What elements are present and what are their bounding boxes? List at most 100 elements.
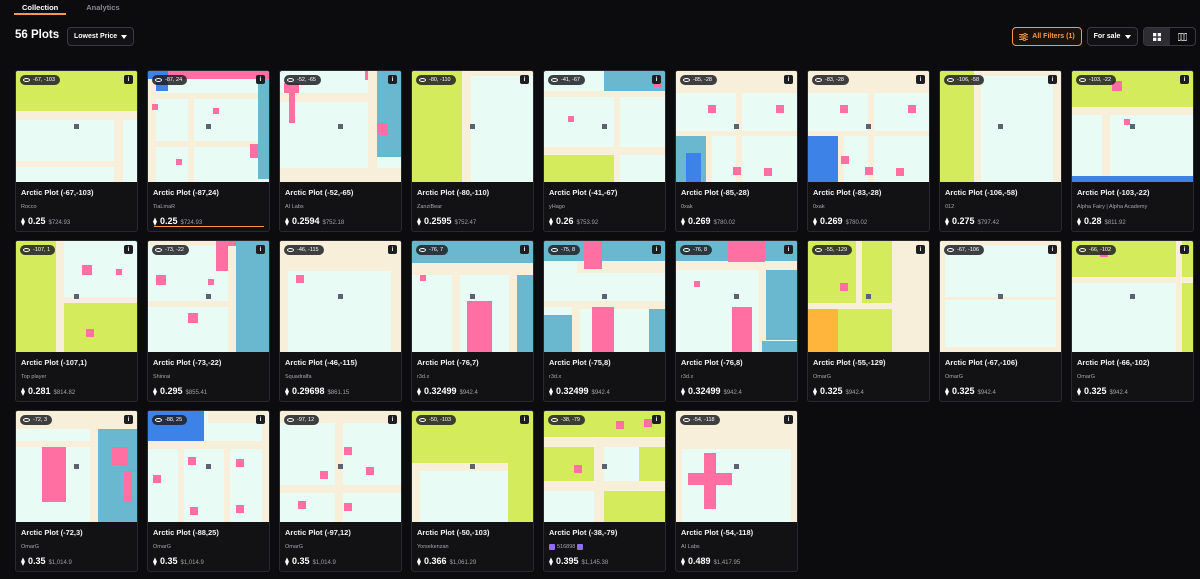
info-icon[interactable]: i bbox=[1180, 75, 1189, 84]
eth-icon: ⧫ bbox=[21, 557, 25, 566]
plot-card[interactable]: -50, -103 i Arctic Plot (-50,-103) Yorseken… bbox=[411, 410, 534, 572]
plot-card[interactable]: -107, 1 i Arctic Plot (-107,1) Top player ⧫ 0… bbox=[15, 240, 138, 402]
plot-card[interactable]: -52, -65 i Arctic Plot (-52,-65) AI Labs ⧫ 0.… bbox=[279, 70, 402, 232]
plot-card[interactable]: -46, -115 i Arctic Plot (-46,-115) Squadral… bbox=[279, 240, 402, 402]
eth-icon: ⧫ bbox=[681, 557, 685, 566]
plot-card[interactable]: -83, -28 i Arctic Plot (-83,-28) 0xak ⧫ 0.269… bbox=[807, 70, 930, 232]
road-tile bbox=[368, 71, 377, 182]
plot-card[interactable]: -67, -103 i Arctic Plot (-67,-103) Rocco ⧫ 0.… bbox=[15, 70, 138, 232]
info-icon[interactable]: i bbox=[124, 245, 133, 254]
plot-card[interactable]: -67, -106 i Arctic Plot (-67,-106) OmarG ⧫ 0.… bbox=[939, 240, 1062, 402]
plot-card[interactable]: -54, -118 i Arctic Plot (-54,-118) AI Labs ⧫… bbox=[675, 410, 798, 572]
info-icon[interactable]: i bbox=[784, 415, 793, 424]
owner-name: OmarG bbox=[1077, 374, 1096, 380]
info-icon[interactable]: i bbox=[1048, 75, 1057, 84]
info-icon[interactable]: i bbox=[1048, 245, 1057, 254]
info-icon[interactable]: i bbox=[388, 75, 397, 84]
price-value: 0.2594 bbox=[291, 216, 320, 226]
water-tile bbox=[544, 315, 572, 352]
house-tile bbox=[1124, 119, 1130, 125]
info-icon[interactable]: i bbox=[388, 415, 397, 424]
info-icon[interactable]: i bbox=[124, 415, 133, 424]
house-tile bbox=[86, 329, 94, 337]
plot-map-image: -41, -67 i bbox=[544, 71, 665, 182]
info-icon[interactable]: i bbox=[256, 415, 265, 424]
info-icon[interactable]: i bbox=[256, 75, 265, 84]
plot-name: Arctic Plot (-88,25) bbox=[153, 528, 219, 537]
plot-card[interactable]: -75, 8 i Arctic Plot (-75,8) r3d.x ⧫ 0.32499 $… bbox=[543, 240, 666, 402]
road-tile bbox=[706, 136, 712, 182]
plot-map-image: -67, -103 i bbox=[16, 71, 137, 182]
plot-map-image: -38, -79 i bbox=[544, 411, 665, 522]
plot-card[interactable]: -106, -58 i Arctic Plot (-106,-58) 012 ⧫ 0.27… bbox=[939, 70, 1062, 232]
info-icon[interactable]: i bbox=[388, 245, 397, 254]
park-tile bbox=[412, 71, 462, 182]
plot-center-marker bbox=[998, 294, 1003, 299]
plot-card[interactable]: -97, 12 i Arctic Plot (-97,12) OmarG ⧫ 0.35 $1… bbox=[279, 410, 402, 572]
coordinate-text: -87, 24 bbox=[165, 77, 183, 83]
price-usd: $752.18 bbox=[322, 220, 345, 226]
owner-name: Alpha Fairy | Alpha Academy bbox=[1077, 204, 1148, 210]
info-icon[interactable]: i bbox=[652, 75, 661, 84]
info-icon[interactable]: i bbox=[520, 415, 529, 424]
tab-analytics[interactable]: Analytics bbox=[86, 3, 120, 12]
info-icon[interactable]: i bbox=[916, 75, 925, 84]
plot-card[interactable]: -73, -22 i Arctic Plot (-73,-22) Shinrai ⧫ 0.… bbox=[147, 240, 270, 402]
coordinate-badge: -85, -28 bbox=[680, 75, 717, 85]
tab-collection[interactable]: Collection bbox=[14, 0, 67, 15]
owner-name: yHago bbox=[549, 204, 565, 210]
plot-center-marker bbox=[602, 294, 607, 299]
info-icon[interactable]: i bbox=[652, 415, 661, 424]
road-tile bbox=[391, 271, 401, 352]
eye-icon bbox=[815, 248, 822, 252]
price-usd: $780.02 bbox=[845, 220, 868, 226]
plot-name: Arctic Plot (-66,-102) bbox=[1077, 358, 1150, 367]
plot-card[interactable]: -85, -28 i Arctic Plot (-85,-28) 0xak ⧫ 0.269… bbox=[675, 70, 798, 232]
plot-map-image: -103, -22 i bbox=[1072, 71, 1193, 182]
plot-card[interactable]: -66, -102 i Arctic Plot (-66,-102) OmarG ⧫ 0.… bbox=[1071, 240, 1194, 402]
house-tile bbox=[865, 167, 873, 175]
house-tile bbox=[320, 471, 328, 479]
info-icon[interactable]: i bbox=[124, 75, 133, 84]
plot-card[interactable]: -87, 24 i Arctic Plot (-87,24) TiaLmaR ⧫ 0.25… bbox=[147, 70, 270, 232]
coordinate-text: -80, -110 bbox=[429, 77, 451, 83]
price-usd: $942.4 bbox=[723, 390, 742, 396]
info-icon[interactable]: i bbox=[652, 245, 661, 254]
plot-card[interactable]: -72, 3 i Arctic Plot (-72,3) OmarG ⧫ 0.35 $1,0… bbox=[15, 410, 138, 572]
plot-card[interactable]: -55, -129 i Arctic Plot (-55,-129) OmarG ⧫ 0.… bbox=[807, 240, 930, 402]
price-value: 0.35 bbox=[27, 556, 46, 566]
plot-card[interactable]: -80, -110 i Arctic Plot (-80,-110) ZanziBea… bbox=[411, 70, 534, 232]
plot-card[interactable]: -76, 8 i Arctic Plot (-76,8) r3d.x ⧫ 0.32499 $… bbox=[675, 240, 798, 402]
plot-card[interactable]: -41, -67 i Arctic Plot (-41,-67) yHago ⧫ 0.26… bbox=[543, 70, 666, 232]
water-tile bbox=[98, 411, 137, 522]
info-icon[interactable]: i bbox=[784, 75, 793, 84]
grid-view-button[interactable] bbox=[1144, 28, 1170, 45]
house-tile bbox=[82, 265, 92, 275]
all-filters-label: All Filters (1) bbox=[1032, 33, 1075, 40]
info-icon[interactable]: i bbox=[916, 245, 925, 254]
sort-dropdown[interactable]: Lowest Price bbox=[67, 27, 135, 46]
info-icon[interactable]: i bbox=[784, 245, 793, 254]
house-tile bbox=[124, 471, 132, 501]
for-sale-dropdown[interactable]: For sale bbox=[1087, 27, 1138, 46]
info-icon[interactable]: i bbox=[1180, 245, 1189, 254]
road-tile bbox=[90, 429, 98, 522]
info-icon[interactable]: i bbox=[256, 245, 265, 254]
road-tile bbox=[759, 270, 766, 352]
plot-owner: Yorsekenzan bbox=[417, 544, 449, 550]
plot-card[interactable]: -38, -79 i Arctic Plot (-38,-79) 516898 ⧫ 0.3… bbox=[543, 410, 666, 572]
info-icon[interactable]: i bbox=[520, 75, 529, 84]
price-usd: $1,417.95 bbox=[713, 560, 741, 566]
house-tile bbox=[213, 108, 219, 114]
plot-card[interactable]: -103, -22 i Arctic Plot (-103,-22) Alpha Fa… bbox=[1071, 70, 1194, 232]
plot-owner: Alpha Fairy | Alpha Academy bbox=[1077, 204, 1147, 210]
all-filters-button[interactable]: All Filters (1) bbox=[1012, 27, 1082, 46]
price-usd: $861.15 bbox=[327, 390, 350, 396]
plot-card[interactable]: -76, 7 i Arctic Plot (-76,7) r3d.x ⧫ 0.32499 $… bbox=[411, 240, 534, 402]
coordinate-text: -73, -22 bbox=[165, 247, 184, 253]
map-view-button[interactable] bbox=[1170, 28, 1196, 45]
coordinate-badge: -66, -102 bbox=[1076, 245, 1117, 255]
plot-grid: -67, -103 i Arctic Plot (-67,-103) Rocco ⧫ 0.… bbox=[15, 70, 1194, 572]
info-icon[interactable]: i bbox=[520, 245, 529, 254]
plot-card[interactable]: -88, 25 i Arctic Plot (-88,25) OmarG ⧫ 0.35 $1… bbox=[147, 410, 270, 572]
